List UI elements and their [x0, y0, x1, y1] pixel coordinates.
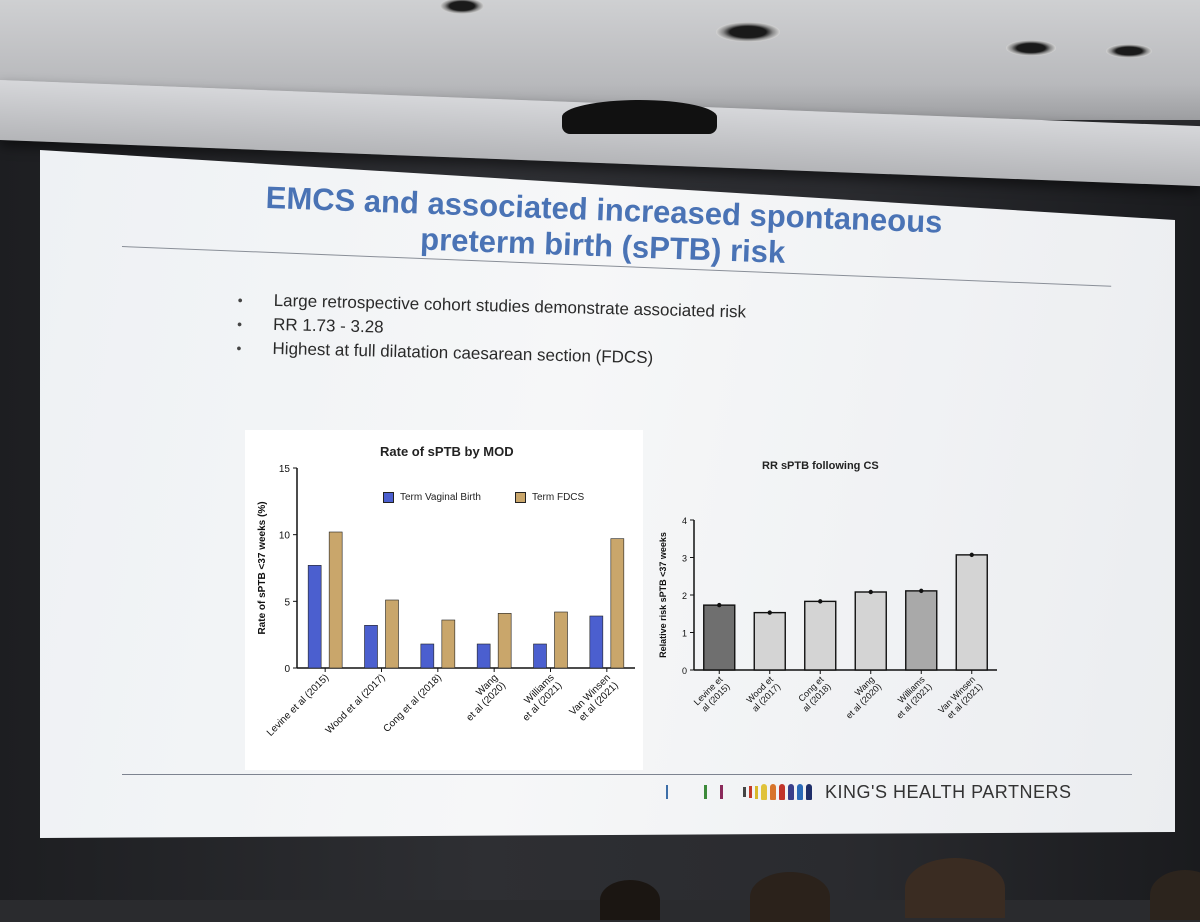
audience-head: [600, 880, 660, 920]
bar: [476, 643, 491, 669]
x-tick-label: Williamset al (2021): [887, 674, 934, 721]
data-point: [767, 610, 772, 615]
footer-logo: KING'S HEALTH PARTNERS: [666, 780, 1072, 804]
y-axis-label: Rate of sPTB <37 weeks (%): [257, 501, 268, 634]
logo-mark: [749, 786, 752, 798]
y-tick-label: 2: [682, 591, 687, 601]
footer-brand-name: KING'S HEALTH PARTNERS: [825, 781, 1072, 802]
x-tick-label: Wanget al (2020): [457, 672, 508, 723]
x-tick-label: Williamset al (2021): [513, 672, 564, 723]
y-tick-label: 3: [682, 554, 687, 564]
bar: [703, 604, 736, 671]
logo-mark: [755, 785, 758, 799]
audience-head: [905, 858, 1005, 918]
ceiling-light: [440, 0, 484, 14]
legend-swatch-vaginal: [383, 492, 394, 503]
x-tick-label-line: Cong et al (2018): [382, 672, 444, 734]
bar: [554, 611, 568, 669]
data-point: [717, 602, 722, 608]
y-axis-label: Relative risk sPTB <37 weeks: [658, 532, 668, 658]
audience-head: [750, 872, 830, 922]
data-point: [919, 588, 924, 594]
bar: [441, 619, 456, 669]
bar: [854, 591, 887, 671]
bullet-marker: •: [237, 292, 243, 309]
logo-mark: [720, 785, 723, 799]
data-point: [969, 552, 974, 558]
bar: [420, 643, 435, 669]
bar: [533, 643, 547, 669]
left-chart-legend: Term Vaginal Birth Term FDCS: [383, 492, 584, 503]
legend-label-fdcs: Term FDCS: [531, 492, 585, 503]
bar: [955, 554, 988, 671]
logo-figure: [806, 784, 812, 800]
bar: [328, 531, 343, 669]
ceiling-light: [1106, 44, 1152, 58]
logo-figure: [788, 784, 794, 800]
logo-mark: [704, 785, 707, 799]
y-tick-label: 0: [682, 666, 687, 676]
data-point: [868, 589, 873, 595]
ceiling-light: [716, 22, 780, 42]
x-tick-label: Wanget al (2020): [837, 674, 883, 720]
bar: [905, 590, 938, 671]
y-tick-label: 4: [682, 516, 687, 526]
bar: [610, 538, 625, 669]
x-tick-label: Levine et al (2015): [265, 672, 331, 738]
y-tick-label: 5: [284, 597, 290, 608]
right-chart-plot: 0 1 2 3 4 Relative risk sPTB <37 weeks Levine …: [658, 516, 997, 722]
bar: [804, 600, 837, 671]
legend-label-vaginal: Term Vaginal Birth: [400, 492, 481, 503]
y-tick-label: 0: [284, 664, 290, 675]
logo-figure: [779, 784, 785, 800]
bar: [385, 599, 399, 669]
right-chart-title: RR sPTB following CS: [762, 460, 879, 472]
right-chart-panel: RR sPTB following CS 0 1 2 3 4 Relative risk …: [652, 440, 1022, 770]
left-chart-panel: Rate of sPTB by MOD Term Vaginal Birth T…: [245, 430, 643, 770]
x-tick-label: Wood et al (2017): [324, 672, 388, 736]
bar: [753, 611, 786, 671]
logo-figure: [797, 784, 803, 800]
y-tick-label: 10: [279, 531, 291, 542]
left-chart-plot: 0 5 10 15 Rate of sPTB <37 weeks (%) Levine e…: [257, 464, 635, 739]
footer-divider: [122, 774, 1132, 775]
x-tick-label: Cong etal (2018): [793, 674, 833, 714]
bar: [497, 613, 512, 669]
logo-figure: [761, 784, 767, 800]
x-tick-label: Wood etal (2017): [743, 674, 783, 714]
bar: [307, 565, 322, 669]
x-tick-label-line: Wood et al (2017): [324, 672, 388, 736]
legend-swatch-fdcs: [514, 492, 526, 503]
bar: [364, 625, 378, 669]
x-tick-label: Levine etal (2015): [692, 674, 732, 714]
bullet-marker: •: [236, 316, 243, 333]
bar: [589, 615, 604, 669]
x-tick-label: Van Winsenet al (2021): [568, 672, 621, 725]
ceiling-light: [1006, 40, 1056, 56]
logo-mark: [743, 787, 746, 797]
y-tick-label: 1: [682, 629, 687, 639]
projector-mount: [562, 100, 717, 134]
bullet-marker: •: [236, 340, 242, 357]
x-tick-label: Cong et al (2018): [382, 672, 444, 734]
x-tick-label-line: Levine et al (2015): [265, 672, 331, 738]
logo-figure: [770, 784, 776, 800]
bullet-text: RR 1.73 - 3.28: [272, 314, 384, 337]
y-tick-label: 15: [279, 464, 291, 475]
logo-mark: [666, 785, 668, 799]
x-tick-label: Van Winsenet al (2021): [936, 674, 984, 722]
left-chart-title: Rate of sPTB by MOD: [380, 444, 514, 459]
data-point: [818, 599, 823, 604]
